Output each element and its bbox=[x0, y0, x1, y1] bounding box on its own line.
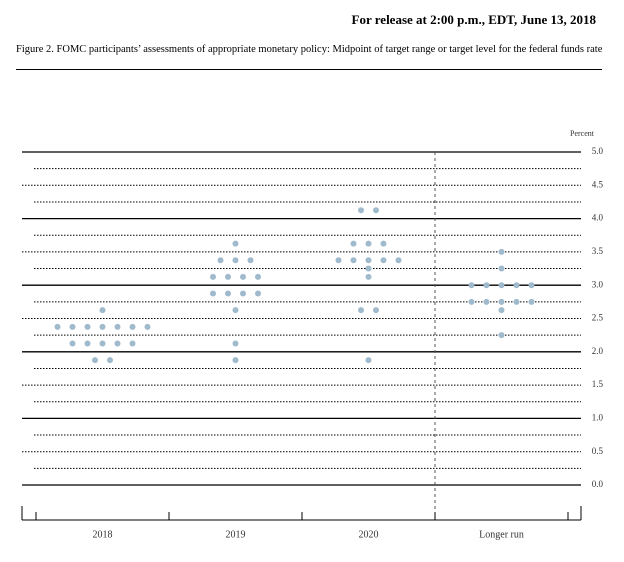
dot bbox=[395, 257, 402, 264]
dot bbox=[232, 357, 239, 364]
dot bbox=[240, 273, 246, 280]
release-note: For release at 2:00 p.m., EDT, June 13, … bbox=[351, 12, 596, 27]
dot bbox=[232, 307, 239, 314]
dot bbox=[99, 307, 106, 314]
dot bbox=[232, 340, 239, 347]
dot bbox=[373, 307, 379, 314]
dot bbox=[54, 323, 61, 330]
y-tick-label: 2.5 bbox=[592, 313, 604, 323]
dot bbox=[528, 298, 535, 305]
dot bbox=[114, 323, 121, 330]
dot bbox=[498, 248, 505, 255]
y-tick-label: 4.0 bbox=[592, 213, 604, 223]
dot bbox=[468, 298, 475, 305]
dot bbox=[210, 290, 216, 297]
x-tick-label: 2018 bbox=[93, 529, 113, 540]
dot bbox=[217, 257, 224, 264]
dot bbox=[365, 273, 372, 280]
dot bbox=[498, 332, 505, 339]
dot bbox=[129, 340, 136, 347]
y-tick-label: 0.5 bbox=[592, 446, 604, 456]
dot bbox=[225, 290, 231, 297]
dot bbox=[247, 257, 254, 264]
y-tick-label: 2.0 bbox=[592, 346, 604, 356]
dot bbox=[498, 307, 505, 314]
dot bbox=[483, 282, 490, 289]
dot bbox=[365, 357, 372, 364]
dot bbox=[114, 340, 121, 347]
y-tick-label: 1.5 bbox=[592, 379, 604, 389]
x-tick-label: Longer run bbox=[479, 529, 524, 540]
x-tick-label: 2020 bbox=[359, 529, 379, 540]
dot bbox=[99, 323, 106, 330]
dot bbox=[373, 207, 379, 214]
dot bbox=[69, 340, 76, 347]
dot bbox=[365, 265, 372, 272]
dot bbox=[232, 240, 239, 247]
dot bbox=[468, 282, 475, 289]
dot bbox=[498, 298, 505, 305]
dot bbox=[358, 207, 364, 214]
x-tick-label: 2019 bbox=[226, 529, 246, 540]
dot bbox=[69, 323, 76, 330]
dot bbox=[232, 257, 239, 264]
dot bbox=[380, 240, 387, 247]
y-tick-label: 4.5 bbox=[592, 179, 604, 189]
chart-title: Figure 2. FOMC participants’ assessments… bbox=[16, 44, 603, 55]
y-tick-label: 5.0 bbox=[592, 146, 604, 156]
dot bbox=[84, 323, 91, 330]
dot bbox=[350, 240, 357, 247]
dot bbox=[255, 290, 261, 297]
dot bbox=[225, 273, 231, 280]
dot bbox=[84, 340, 91, 347]
y-tick-label: 3.5 bbox=[592, 246, 604, 256]
dot bbox=[365, 257, 372, 264]
dot bbox=[483, 298, 490, 305]
dot bbox=[528, 282, 535, 289]
dot bbox=[498, 282, 505, 289]
dot bbox=[144, 323, 151, 330]
dot bbox=[350, 257, 357, 264]
dot bbox=[513, 298, 520, 305]
dot bbox=[210, 273, 216, 280]
dot bbox=[335, 257, 342, 264]
dot bbox=[358, 307, 364, 314]
y-tick-label: 1.0 bbox=[592, 412, 604, 422]
dot bbox=[107, 357, 113, 364]
dot bbox=[129, 323, 136, 330]
dot bbox=[513, 282, 520, 289]
dot bbox=[92, 357, 98, 364]
y-axis-label: Percent bbox=[570, 129, 595, 138]
title-rule bbox=[16, 69, 602, 70]
dot bbox=[498, 265, 505, 272]
dot bbox=[255, 273, 261, 280]
dot bbox=[240, 290, 246, 297]
y-tick-label: 0.0 bbox=[592, 479, 604, 489]
y-tick-label: 3.0 bbox=[592, 279, 604, 289]
dot bbox=[365, 240, 372, 247]
dot bbox=[99, 340, 106, 347]
dot bbox=[380, 257, 387, 264]
